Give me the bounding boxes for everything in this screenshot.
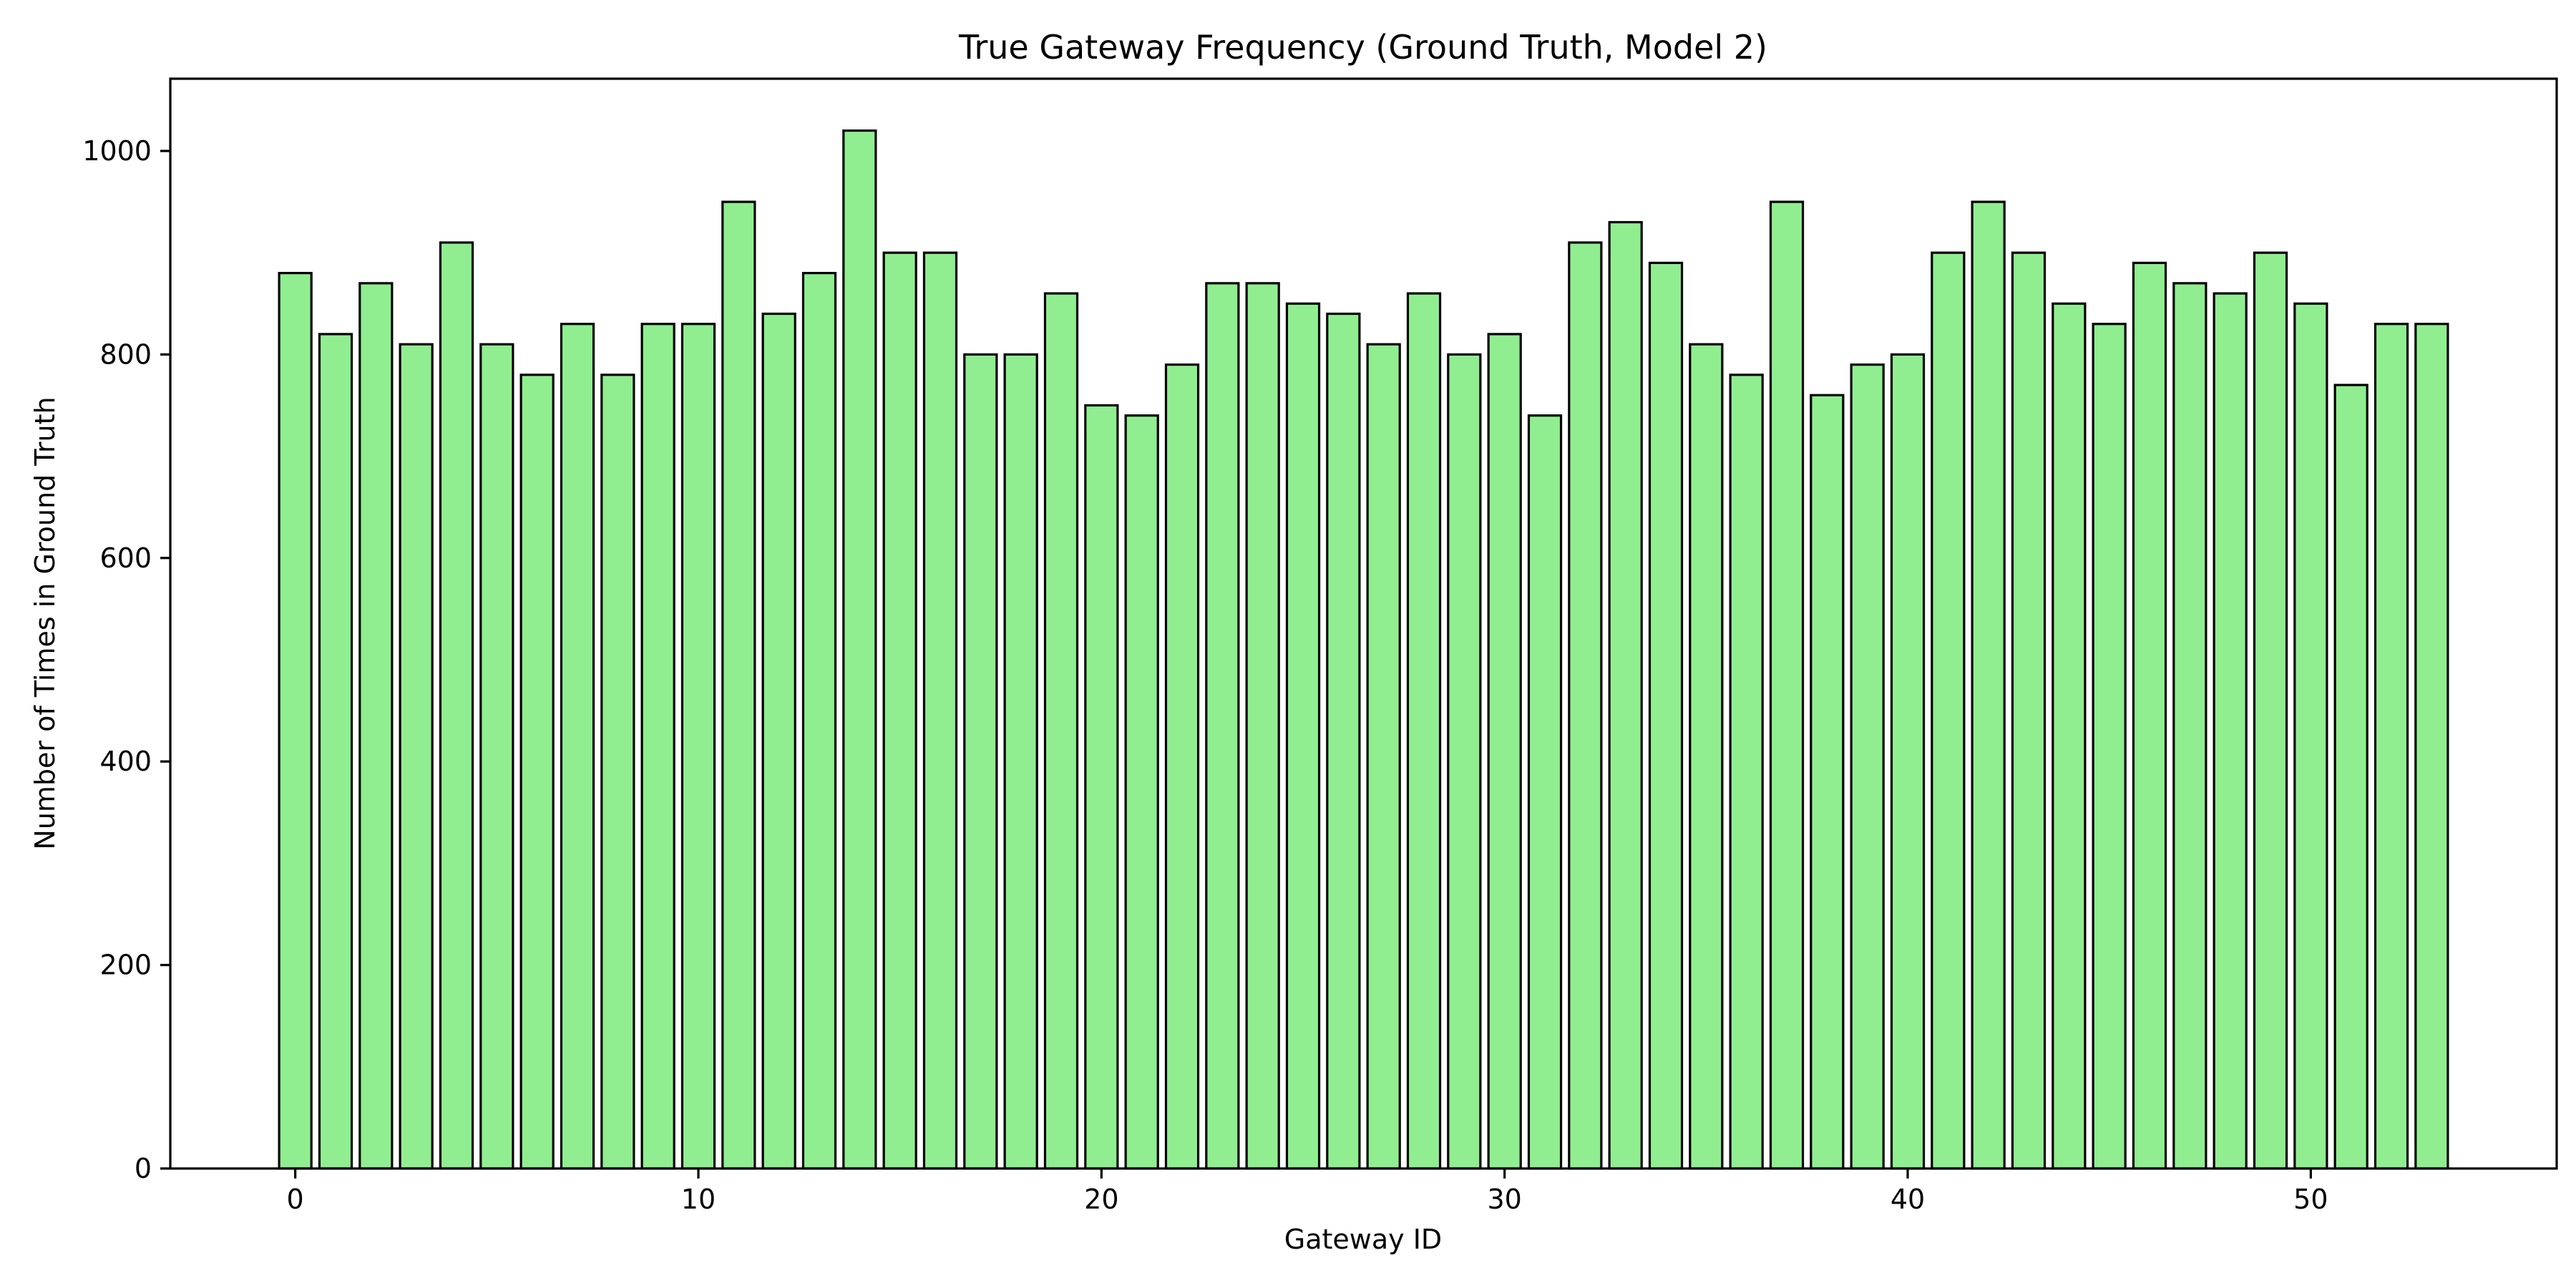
bar-gateway-13: [801, 272, 837, 1170]
bar-gateway-42: [1971, 200, 2006, 1170]
y-tick-label: 1000: [82, 135, 152, 167]
bar-gateway-21: [1124, 414, 1159, 1170]
bar-gateway-38: [1810, 394, 1845, 1170]
bar-gateway-12: [761, 312, 796, 1170]
x-axis-ticks: 0 10 20 30 40 50: [287, 1169, 2328, 1215]
bar-gateway-46: [2132, 261, 2167, 1170]
bar-gateway-10: [680, 323, 716, 1170]
bar-gateway-34: [1648, 261, 1684, 1170]
x-tick-label: 50: [2293, 1184, 2328, 1215]
bar-gateway-41: [1931, 251, 1966, 1170]
bar-gateway-11: [721, 200, 756, 1170]
bar-gateway-52: [2373, 323, 2409, 1170]
bar-gateway-24: [1245, 282, 1280, 1170]
bar-gateway-49: [2253, 251, 2288, 1170]
bar-gateway-15: [882, 251, 917, 1170]
x-tick-label: 0: [287, 1184, 304, 1215]
bar-gateway-8: [600, 374, 635, 1170]
bar-gateway-53: [2414, 323, 2449, 1170]
x-tick-label: 20: [1084, 1184, 1118, 1215]
x-tick-label: 30: [1487, 1184, 1521, 1215]
bar-gateway-29: [1447, 353, 1482, 1170]
bar-gateway-43: [2011, 251, 2046, 1170]
x-tick-label: 40: [1890, 1184, 1925, 1215]
bar-gateway-47: [2172, 282, 2207, 1170]
bars-group: [278, 129, 2449, 1170]
bar-gateway-36: [1729, 374, 1764, 1170]
y-axis-ticks: 0 200 400 600 800 1000: [82, 135, 170, 1184]
chart-title: True Gateway Frequency (Ground Truth, Mo…: [958, 28, 1767, 67]
plot-frame: [169, 77, 2558, 1170]
bar-gateway-44: [2051, 302, 2087, 1170]
bar-gateway-51: [2333, 384, 2368, 1170]
y-tick-label: 800: [99, 338, 152, 370]
bar-gateway-5: [479, 343, 514, 1170]
bar-gateway-26: [1326, 312, 1361, 1170]
bar-gateway-25: [1285, 302, 1321, 1170]
bar-gateway-2: [358, 282, 394, 1170]
bar-gateway-30: [1487, 333, 1522, 1170]
bar-gateway-32: [1568, 241, 1603, 1170]
bar-gateway-40: [1890, 353, 1926, 1170]
bar-gateway-27: [1366, 343, 1401, 1170]
bar-gateway-14: [842, 129, 877, 1170]
y-tick-label: 0: [135, 1153, 152, 1184]
bar-gateway-45: [2092, 323, 2127, 1170]
bar-gateway-23: [1205, 282, 1240, 1170]
bar-gateway-1: [318, 333, 353, 1170]
y-tick-label: 400: [99, 746, 152, 777]
bar-gateway-9: [640, 323, 675, 1170]
y-axis-label: Number of Times in Ground Truth: [29, 396, 61, 849]
y-tick-label: 200: [99, 950, 152, 981]
bar-gateway-39: [1850, 363, 1885, 1170]
bar-gateway-6: [519, 374, 555, 1170]
x-axis-label: Gateway ID: [1284, 1224, 1442, 1255]
bar-gateway-33: [1608, 220, 1643, 1170]
bar-gateway-37: [1769, 200, 1805, 1170]
bar-gateway-31: [1527, 414, 1563, 1170]
bar-gateway-16: [922, 251, 958, 1170]
bar-gateway-22: [1164, 363, 1200, 1170]
bar-gateway-20: [1084, 404, 1119, 1170]
bar-gateway-3: [399, 343, 434, 1170]
bar-gateway-7: [560, 323, 595, 1170]
bar-gateway-17: [963, 353, 998, 1170]
bar-gateway-0: [278, 272, 313, 1170]
bar-gateway-19: [1043, 292, 1079, 1170]
bar-gateway-35: [1689, 343, 1724, 1170]
bar-gateway-28: [1406, 292, 1442, 1170]
bar-gateway-50: [2293, 302, 2328, 1170]
bar-gateway-48: [2212, 292, 2248, 1170]
x-tick-label: 10: [681, 1184, 716, 1215]
y-tick-label: 600: [99, 542, 152, 574]
bar-gateway-18: [1003, 353, 1038, 1170]
bar-gateway-4: [439, 241, 474, 1170]
